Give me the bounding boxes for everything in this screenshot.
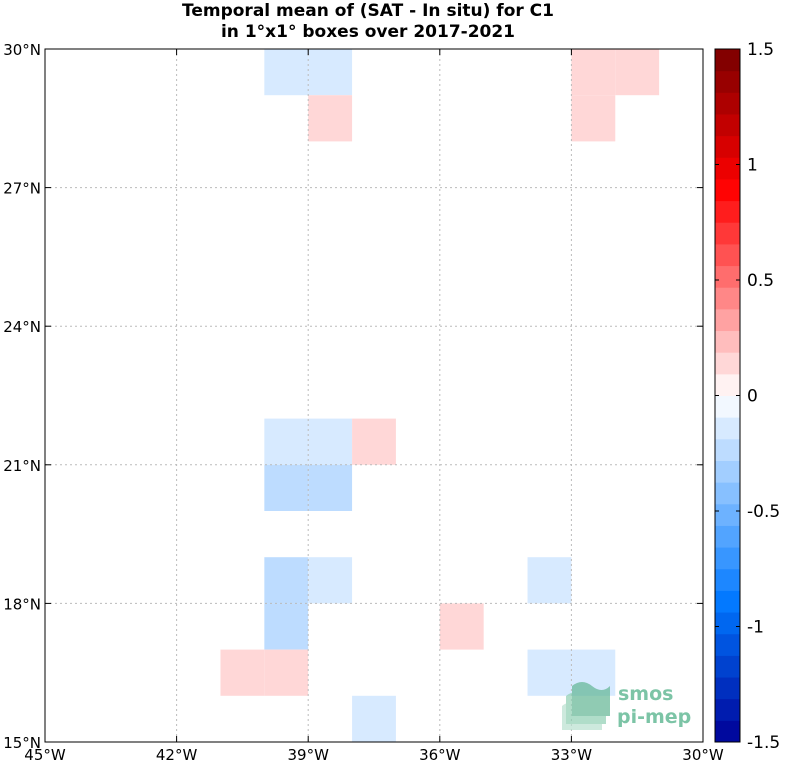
x-tick-label: 30°W <box>682 746 724 763</box>
colorbar-segment <box>715 352 740 375</box>
heatmap-cell <box>220 649 265 696</box>
colorbar-segment <box>715 200 740 223</box>
colorbar-tick-label: -1.5 <box>747 733 780 753</box>
y-tick-label: 15°N <box>3 734 41 752</box>
colorbar-segment <box>715 525 740 548</box>
colorbar-segment <box>715 438 740 461</box>
y-tick-label: 27°N <box>3 180 41 198</box>
colorbar-tick-label: 1 <box>747 156 758 176</box>
heatmap-cell <box>308 95 353 142</box>
colorbar-segment <box>715 655 740 678</box>
heatmap-cell <box>571 49 616 96</box>
heatmap-cell <box>571 95 616 142</box>
x-tick-label: 42°W <box>156 746 198 763</box>
colorbar-segment <box>715 308 740 332</box>
colorbar-tick-label: -0.5 <box>747 502 780 522</box>
x-tick-label: 33°W <box>551 746 593 763</box>
colorbar-segment <box>715 70 740 93</box>
colorbar-segment <box>715 222 740 245</box>
colorbar-segment <box>715 720 740 743</box>
y-tick-label: 21°N <box>3 457 41 475</box>
chart-title: Temporal mean of (SAT - In situ) for C1 <box>182 1 554 21</box>
colorbar-segment <box>715 157 740 180</box>
heatmap-cell <box>264 464 309 511</box>
colorbar-segment <box>715 243 740 267</box>
colorbar-tick-label: 1.5 <box>747 40 774 60</box>
colorbar-segment <box>715 568 740 591</box>
colorbar: 1.5 1 0.5 0 -0.5 -1 -1.5 <box>714 40 780 753</box>
heatmap-cell <box>308 418 353 465</box>
heatmap-cell <box>527 557 572 604</box>
colorbar-segment <box>715 633 740 656</box>
heatmap-cell <box>308 557 353 604</box>
y-tick-label: 30°N <box>3 41 41 59</box>
colorbar-tick-label: -1 <box>747 618 764 638</box>
heatmap-cell <box>352 695 396 742</box>
colorbar-segment <box>715 698 740 721</box>
colorbar-segment <box>715 373 740 396</box>
colorbar-segment <box>715 482 740 505</box>
heatmap-cell <box>615 49 660 96</box>
heatmap-cell <box>308 464 353 511</box>
colorbar-segment <box>715 178 740 202</box>
grid-layer <box>44 48 704 743</box>
heatmap-cell <box>264 418 309 465</box>
smos-pimep-logo: smos pi-mep <box>562 682 691 730</box>
colorbar-segment <box>715 395 740 418</box>
y-tick-label: 18°N <box>3 595 41 613</box>
axes-layer: 45°W 42°W 39°W 36°W 33°W 30°W 15°N 18°N 21°N 24°N… <box>3 41 724 763</box>
heatmap-cell <box>264 649 309 696</box>
colorbar-segment <box>715 547 740 570</box>
logo-text-pimep: pi-mep <box>617 706 691 728</box>
heatmap-cell <box>264 49 309 96</box>
colorbar-segment <box>715 287 740 310</box>
colorbar-segment <box>715 330 740 353</box>
colorbar-segment <box>715 460 740 483</box>
colorbar-segment <box>715 503 740 526</box>
colorbar-segment <box>715 612 740 635</box>
colorbar-segment <box>715 417 740 440</box>
colorbar-segment <box>715 677 740 700</box>
heatmap-cell <box>308 49 353 96</box>
colorbar-segment <box>715 113 740 137</box>
x-tick-label: 39°W <box>287 746 329 763</box>
colorbar-segment <box>715 135 740 158</box>
heatmap-cell <box>439 603 484 650</box>
heatmap-cell <box>527 649 572 696</box>
colorbar-tick-label: 0 <box>747 387 758 407</box>
chart-subtitle: in 1°x1° boxes over 2017-2021 <box>220 22 516 42</box>
heatmap-cell <box>264 557 309 604</box>
heatmap-cell <box>264 603 309 650</box>
cells-layer <box>220 49 660 742</box>
plot-frame <box>44 48 704 743</box>
colorbar-segment <box>715 49 740 72</box>
logo-text-smos: smos <box>618 683 673 705</box>
colorbar-segment <box>715 92 740 115</box>
colorbar-segment <box>715 265 740 288</box>
heatmap-cell <box>352 418 396 465</box>
logo-wave-icon <box>562 682 610 730</box>
y-tick-label: 24°N <box>3 318 41 336</box>
colorbar-segment <box>715 590 740 613</box>
colorbar-tick-label: 0.5 <box>747 271 774 291</box>
x-tick-label: 45°W <box>24 746 66 763</box>
x-tick-label: 36°W <box>419 746 461 763</box>
